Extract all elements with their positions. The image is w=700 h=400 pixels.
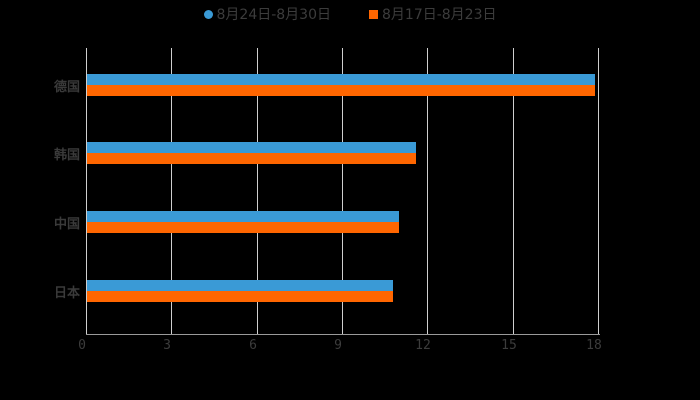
bar-aug17-23[interactable]: [87, 153, 416, 164]
category-label: 德国: [53, 80, 80, 95]
x-tick-label: 0: [78, 338, 86, 353]
legend-square-icon: [369, 9, 378, 19]
legend-item-series-1[interactable]: 8月24日-8月30日: [203, 4, 332, 24]
bar-aug17-23[interactable]: [87, 291, 393, 302]
category-label: 韩国: [53, 148, 80, 163]
gridline: [513, 48, 514, 326]
gridline: [427, 48, 428, 326]
x-tick-label: 12: [415, 338, 431, 353]
bar-aug24-30[interactable]: [87, 74, 595, 85]
legend-label: 8月17日-8月23日: [382, 7, 497, 23]
x-tick: [342, 326, 343, 334]
gridline: [342, 48, 343, 326]
x-tick: [427, 326, 428, 334]
x-tick-label: 15: [501, 338, 517, 353]
gridline: [171, 48, 172, 326]
x-tick-label: 9: [334, 338, 342, 353]
x-tick: [513, 326, 514, 334]
x-tick: [257, 326, 258, 334]
x-axis-line: [86, 334, 600, 335]
bar-aug24-30[interactable]: [87, 280, 393, 291]
gridline: [257, 48, 258, 326]
x-tick: [171, 326, 172, 334]
x-tick-label: 6: [249, 338, 257, 353]
x-tick-label: 3: [163, 338, 171, 353]
legend-item-series-2[interactable]: 8月17日-8月23日: [369, 4, 497, 24]
gridline: [86, 48, 87, 326]
gridline: [598, 48, 599, 326]
x-tick: [86, 326, 87, 334]
category-label: 中国: [53, 217, 80, 232]
bar-aug24-30[interactable]: [87, 142, 416, 153]
bar-aug17-23[interactable]: [87, 85, 595, 96]
chart-legend: 8月24日-8月30日 8月17日-8月23日: [0, 4, 700, 24]
bar-aug17-23[interactable]: [87, 222, 399, 233]
category-label: 日本: [53, 286, 80, 301]
bar-aug24-30[interactable]: [87, 211, 399, 222]
legend-circle-icon: [203, 9, 213, 19]
legend-label: 8月24日-8月30日: [216, 7, 332, 23]
x-tick: [598, 326, 599, 334]
x-tick-label: 18: [586, 338, 602, 353]
